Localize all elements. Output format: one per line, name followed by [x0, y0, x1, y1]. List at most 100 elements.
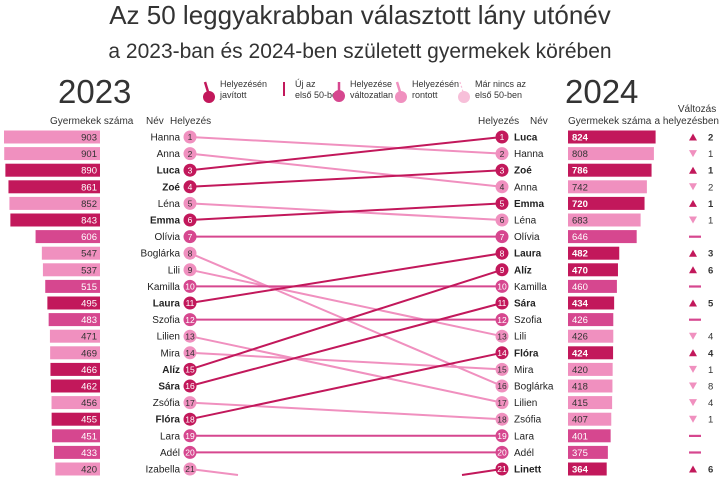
rank-marker-2024: [495, 429, 509, 443]
count-bar-2024: [568, 329, 614, 343]
count-label-2023: 901: [81, 149, 97, 160]
rank-marker-2024: [495, 396, 509, 410]
name-label-2024: Lilien: [514, 398, 537, 409]
name-label-2023: Flóra: [156, 415, 181, 426]
count-label-2023: 890: [81, 166, 97, 177]
count-header-right: Gyermekek száma: [568, 116, 652, 127]
name-label-2023: Laura: [153, 299, 181, 310]
change-header: Változás a helyezésben: [655, 104, 720, 127]
rank-marker-2023: [183, 462, 197, 476]
row-2024: 10 Kamilla 460: [495, 279, 701, 293]
rank-marker-2024: [495, 147, 509, 161]
count-label-2024: 742: [572, 182, 588, 193]
change-indicator: 4: [689, 398, 713, 409]
change-indicator: [689, 285, 701, 288]
legend-symbol: [395, 81, 407, 103]
row-2024: 14 Flóra 424 4: [495, 346, 714, 360]
year-left-label: 2023: [58, 73, 131, 110]
count-bar-2024: [568, 130, 656, 144]
row-2024: 11 Sára 434 5: [495, 296, 714, 310]
change-value: 1: [708, 149, 713, 160]
count-bar-2023: [53, 445, 100, 459]
legend-symbol: [203, 81, 215, 103]
change-value: 1: [708, 365, 713, 376]
triangle-down-icon: [689, 365, 697, 373]
name-label-2024: Sára: [514, 299, 536, 310]
change-value: 1: [708, 166, 714, 177]
rank-label-2024: 17: [497, 398, 507, 408]
rank-label-2023: 20: [185, 448, 195, 458]
change-indicator: 6: [689, 465, 713, 476]
name-label-2024: Laura: [514, 249, 542, 260]
count-bar-2024: [568, 379, 613, 393]
row-2024: 9 Alíz 470 6: [495, 263, 713, 277]
name-label-2023: Izabella: [146, 465, 181, 476]
rank-label-2023: 15: [185, 365, 195, 375]
row-2023: 469 Mira 14: [50, 346, 197, 360]
count-label-2024: 407: [572, 415, 588, 426]
row-2024: 3 Zoé 786 1: [495, 163, 714, 177]
rank-label-2024: 19: [497, 431, 507, 441]
connector-line: [189, 169, 503, 188]
name-label-2023: Alíz: [162, 365, 180, 376]
rank-label-2024: 20: [497, 448, 507, 458]
change-value: 6: [708, 465, 713, 476]
triangle-down-icon: [689, 382, 697, 390]
row-2023: 483 Szofia 12: [48, 313, 197, 327]
connector-line: [189, 302, 503, 387]
name-label-2024: Luca: [514, 133, 538, 144]
count-label-2024: 482: [572, 249, 588, 260]
row-2024: 4 Anna 742 2: [495, 180, 713, 194]
change-indicator: [689, 434, 701, 437]
triangle-up-icon: [689, 249, 697, 257]
name-label-2023: Boglárka: [141, 249, 181, 260]
count-label-2023: 515: [81, 282, 97, 293]
change-value: 4: [708, 398, 713, 409]
count-bar-2024: [568, 445, 608, 459]
count-bar-2024: [568, 313, 614, 327]
rank-label-2024: 15: [497, 365, 507, 375]
rank-label-2023: 7: [188, 232, 193, 242]
legend-label: első 50-ben: [295, 90, 342, 100]
change-indicator: 1: [689, 149, 713, 160]
name-label-2024: Hanna: [514, 149, 544, 160]
rank-label-2023: 18: [185, 414, 195, 424]
name-label-2024: Léna: [514, 216, 537, 227]
rank-marker-2023: [183, 329, 197, 343]
count-label-2024: 786: [572, 166, 588, 177]
triangle-down-icon: [689, 415, 697, 423]
triangle-up-icon: [689, 266, 697, 274]
chart-title: Az 50 leggyakrabban választott lány utón…: [109, 0, 611, 30]
rank-marker-2024: [495, 263, 509, 277]
change-value: 2: [708, 182, 713, 193]
rank-label-2024: 1: [500, 132, 505, 142]
count-label-2023: 495: [81, 299, 97, 310]
name-label-2024: Szofia: [514, 315, 542, 326]
count-bar-2023: [10, 213, 100, 227]
count-bar-2023: [55, 462, 100, 476]
rank-marker-2023: [183, 313, 197, 327]
count-label-2023: 903: [81, 133, 97, 144]
connector-line: [189, 351, 503, 421]
triangle-up-icon: [689, 166, 697, 174]
connector-line-entering: [461, 468, 503, 476]
count-label-2023: 462: [81, 382, 97, 393]
rank-label-2024: 14: [497, 348, 507, 358]
count-bar-2023: [8, 180, 100, 194]
legend-label: Helyezése: [350, 79, 392, 89]
rank-marker-2024: [495, 213, 509, 227]
legend-label: változatlan: [350, 90, 393, 100]
rank-marker-2024: [495, 412, 509, 426]
connector-line: [189, 136, 503, 172]
name-label-2023: Léna: [158, 199, 181, 210]
name-label-2024: Emma: [514, 199, 544, 210]
name-label-2024: Flóra: [514, 348, 539, 359]
rank-marker-2024: [495, 246, 509, 260]
change-indicator: 1: [689, 216, 713, 227]
change-indicator: 1: [689, 166, 714, 177]
change-indicator: 4: [689, 332, 713, 343]
count-label-2024: 415: [572, 398, 588, 409]
rank-marker-2024: [495, 230, 509, 244]
